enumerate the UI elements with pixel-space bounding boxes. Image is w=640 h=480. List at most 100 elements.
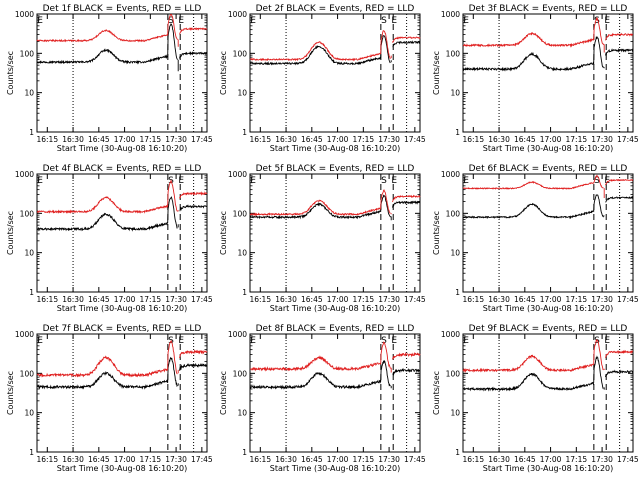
- x-axis-label: Start Time (30-Aug-08 16:10:20): [270, 464, 401, 473]
- x-axis-label: Start Time (30-Aug-08 16:10:20): [483, 144, 614, 153]
- y-tick-label: 10: [450, 409, 460, 418]
- x-tick-label: 17:30: [591, 135, 613, 144]
- y-tick-label: 1000: [441, 170, 460, 179]
- x-tick-label: 16:30: [275, 455, 297, 464]
- x-tick-label: 17:15: [140, 135, 162, 144]
- x-tick-label: 17:00: [114, 135, 136, 144]
- x-tick-label: 16:15: [462, 455, 484, 464]
- series-events-line: [462, 35, 634, 72]
- series-events-line: [36, 196, 208, 232]
- y-tick-label: 100: [20, 209, 35, 218]
- x-tick-label: 17:45: [191, 295, 213, 304]
- x-tick-label: 17:00: [540, 455, 562, 464]
- x-tick-label: 17:30: [165, 295, 187, 304]
- y-tick-label: 1000: [441, 330, 460, 339]
- y-tick-label: 100: [233, 209, 248, 218]
- panel-title: Det 7f BLACK = Events, RED = LLD: [43, 324, 202, 334]
- x-tick-label: 17:45: [404, 135, 426, 144]
- series-events-line: [462, 194, 634, 220]
- event-marker-label: E: [37, 336, 43, 346]
- x-axis-label: Start Time (30-Aug-08 16:10:20): [57, 304, 188, 313]
- series-events-line: [36, 23, 208, 72]
- series-events-line: [462, 355, 634, 392]
- event-marker-label: E: [37, 16, 43, 26]
- x-tick-label: 16:15: [462, 135, 484, 144]
- panel-det-9: Det 9f BLACK = Events, RED = LLD 1 10 100 10…: [432, 324, 639, 473]
- y-axis-label: Counts/sec: [219, 371, 228, 415]
- x-tick-label: 17:15: [353, 135, 375, 144]
- series-lld-line: [249, 30, 421, 62]
- x-tick-label: 16:45: [514, 455, 536, 464]
- y-tick-label: 1: [242, 288, 247, 297]
- x-axis-label: Start Time (30-Aug-08 16:10:20): [483, 304, 614, 313]
- x-tick-label: 16:45: [88, 295, 110, 304]
- plot-frame: [249, 333, 421, 453]
- y-tick-label: 10: [450, 249, 460, 258]
- x-tick-label: 17:30: [378, 295, 400, 304]
- x-tick-label: 16:45: [301, 455, 323, 464]
- event-marker-label: E: [250, 336, 256, 346]
- panel-title: Det 6f BLACK = Events, RED = LLD: [469, 164, 628, 174]
- x-tick-label: 16:45: [301, 295, 323, 304]
- y-axis-label: Counts/sec: [432, 51, 441, 95]
- plot-frame: [36, 13, 208, 133]
- panel-title: Det 4f BLACK = Events, RED = LLD: [43, 164, 202, 174]
- x-tick-label: 17:15: [140, 455, 162, 464]
- x-tick-label: 17:00: [114, 455, 136, 464]
- x-tick-label: 17:30: [378, 455, 400, 464]
- x-tick-label: 16:15: [249, 295, 271, 304]
- event-marker-label: E: [463, 176, 469, 186]
- y-tick-label: 1: [455, 288, 460, 297]
- x-tick-label: 16:45: [301, 135, 323, 144]
- y-axis-label: Counts/sec: [432, 371, 441, 415]
- series-lld-line: [249, 341, 421, 373]
- x-axis-label: Start Time (30-Aug-08 16:10:20): [270, 304, 401, 313]
- x-tick-label: 17:45: [191, 455, 213, 464]
- series-lld-line: [249, 189, 421, 217]
- event-marker-label: E: [178, 176, 184, 186]
- plot-frame: [462, 173, 634, 293]
- panel-det-5: Det 5f BLACK = Events, RED = LLD 1 10 100 10…: [219, 164, 426, 313]
- x-tick-label: 17:45: [617, 135, 639, 144]
- panel-title: Det 8f BLACK = Events, RED = LLD: [256, 324, 415, 334]
- x-tick-label: 17:00: [327, 295, 349, 304]
- panel-det-8: Det 8f BLACK = Events, RED = LLD 1 10 100 10…: [219, 324, 426, 473]
- x-tick-label: 17:30: [591, 295, 613, 304]
- x-tick-label: 16:30: [62, 455, 84, 464]
- y-tick-label: 1000: [228, 10, 247, 19]
- event-marker-label: S: [594, 16, 600, 26]
- x-tick-label: 16:30: [488, 135, 510, 144]
- x-axis-label: Start Time (30-Aug-08 16:10:20): [57, 144, 188, 153]
- y-tick-label: 100: [20, 49, 35, 58]
- y-tick-label: 10: [237, 249, 247, 258]
- panel-det-4: Det 4f BLACK = Events, RED = LLD 1 10 100 10…: [6, 164, 213, 313]
- plot-frame: [36, 173, 208, 293]
- x-tick-label: 16:30: [275, 135, 297, 144]
- event-marker-label: E: [604, 336, 610, 346]
- panel-title: Det 9f BLACK = Events, RED = LLD: [469, 324, 628, 334]
- y-tick-label: 1: [29, 448, 34, 457]
- x-tick-label: 16:15: [36, 135, 58, 144]
- event-marker-label: E: [391, 16, 397, 26]
- panel-det-3: Det 3f BLACK = Events, RED = LLD 1 10 100 10…: [432, 4, 639, 153]
- x-tick-label: 17:15: [566, 135, 588, 144]
- panel-det-1: Det 1f BLACK = Events, RED = LLD 1 10 100 10…: [6, 4, 213, 153]
- x-axis-label: Start Time (30-Aug-08 16:10:20): [57, 464, 188, 473]
- y-tick-label: 1: [455, 128, 460, 137]
- panel-det-6: Det 6f BLACK = Events, RED = LLD 1 10 100 10…: [432, 164, 639, 313]
- x-axis-label: Start Time (30-Aug-08 16:10:20): [270, 144, 401, 153]
- plot-frame: [36, 333, 208, 453]
- y-axis-label: Counts/sec: [6, 51, 15, 95]
- y-axis-label: Counts/sec: [6, 211, 15, 255]
- x-tick-label: 17:15: [566, 295, 588, 304]
- event-marker-label: S: [381, 336, 387, 346]
- event-marker-label: E: [391, 336, 397, 346]
- y-tick-label: 10: [237, 409, 247, 418]
- y-tick-label: 100: [233, 49, 248, 58]
- y-tick-label: 10: [450, 89, 460, 98]
- x-tick-label: 17:45: [404, 295, 426, 304]
- y-tick-label: 1: [29, 128, 34, 137]
- series-events-line: [249, 359, 421, 390]
- x-tick-label: 17:45: [404, 455, 426, 464]
